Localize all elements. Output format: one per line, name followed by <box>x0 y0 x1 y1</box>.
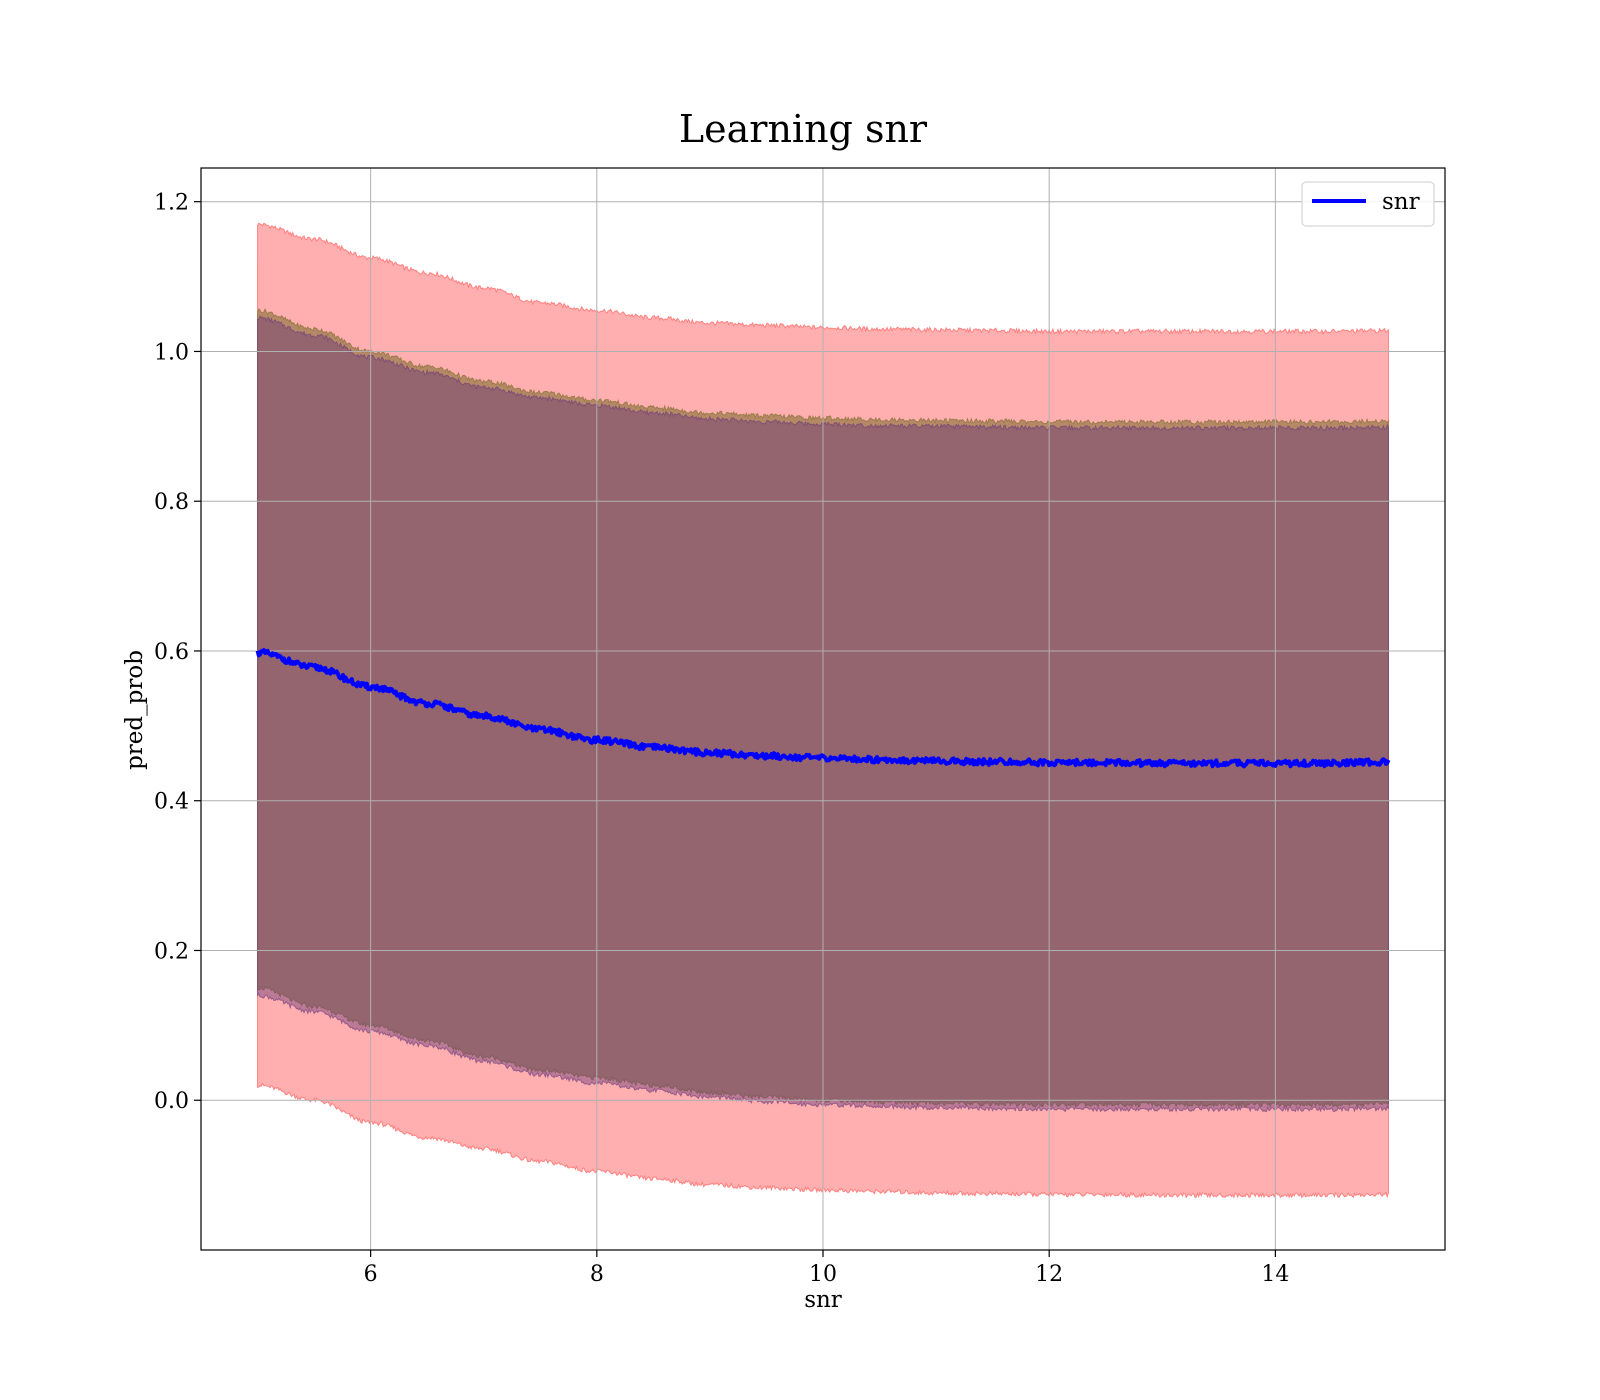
x-tick-label-4: 12 <box>1035 1262 1063 1287</box>
x-tick-label-5: 14 <box>1261 1262 1289 1287</box>
y-tick-label-6: 1.0 <box>154 340 189 365</box>
x-tick-label-1: 6 <box>364 1262 378 1287</box>
x-tick-label-3: 10 <box>809 1262 837 1287</box>
legend-label-snr: snr <box>1382 189 1420 215</box>
y-tick-label-2: 0.2 <box>154 939 189 964</box>
y-tick-label-7: 1.2 <box>154 191 189 216</box>
y-tick-label-4: 0.6 <box>154 640 189 665</box>
plot-area: 6 8 10 12 14 0.0 0.2 0.4 0.6 0.8 1.0 1.2 <box>154 167 1446 1287</box>
legend-box <box>1301 181 1435 227</box>
y-tick-label-1: 0.0 <box>154 1089 189 1114</box>
y-tick-label-3: 0.4 <box>154 790 189 815</box>
series-line-snr <box>255 648 1391 769</box>
x-tick-label-2: 8 <box>590 1262 604 1287</box>
y-tick-label-5: 0.8 <box>154 490 189 515</box>
x-axis-label: snr <box>804 1287 842 1313</box>
y-axis-label: pred_prob <box>122 650 148 770</box>
chart-title: Learning snr <box>679 107 928 151</box>
legend: snr <box>1301 181 1435 227</box>
